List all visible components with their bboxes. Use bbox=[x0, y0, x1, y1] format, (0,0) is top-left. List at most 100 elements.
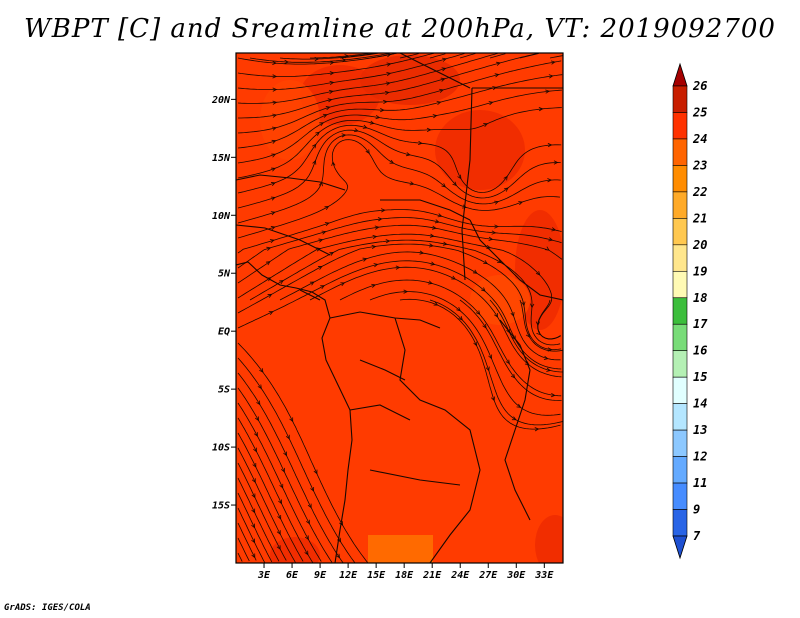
streamline-arrow bbox=[503, 187, 509, 192]
streamline-arrow bbox=[530, 303, 535, 309]
streamline bbox=[237, 89, 562, 164]
streamline-arrow bbox=[335, 553, 341, 559]
colorbar-swatch bbox=[672, 218, 688, 246]
colorbar-swatch bbox=[672, 403, 688, 431]
streamline-arrow bbox=[257, 384, 262, 390]
lat-tick-label: 15S bbox=[212, 501, 230, 512]
streamline-arrow bbox=[353, 128, 359, 133]
streamline-arrow bbox=[486, 244, 492, 250]
streamline bbox=[429, 53, 446, 59]
map-title: WBPT [C] and Sreamline at 200hPa, VT: 20… bbox=[24, 14, 776, 44]
streamline-arrow bbox=[483, 123, 489, 127]
streamline-arrow bbox=[309, 281, 315, 286]
streamline-arrow bbox=[374, 225, 380, 230]
lat-tick-label: 10S bbox=[212, 443, 230, 454]
streamline-arrow bbox=[473, 341, 478, 347]
streamline-arrow bbox=[319, 122, 325, 127]
streamline-arrow bbox=[544, 246, 550, 251]
colorbar-swatch bbox=[672, 165, 688, 193]
streamline bbox=[237, 107, 562, 179]
colorbar-label: 18 bbox=[693, 291, 707, 305]
streamline-arrow bbox=[325, 106, 331, 111]
wbpt-contour-patch bbox=[435, 110, 525, 190]
streamline bbox=[237, 537, 250, 562]
streamline-arrow bbox=[491, 230, 497, 235]
streamline-arrow bbox=[279, 483, 284, 489]
streamline-arrow bbox=[255, 416, 259, 422]
streamline-arrow bbox=[371, 244, 377, 249]
streamline-arrow bbox=[277, 514, 282, 520]
streamline-arrow bbox=[440, 77, 446, 82]
streamline-arrow bbox=[266, 246, 272, 251]
colorbar-swatch bbox=[672, 138, 688, 166]
streamline bbox=[237, 357, 356, 563]
streamline bbox=[237, 477, 280, 562]
streamline-arrow bbox=[251, 493, 256, 499]
streamline-arrow bbox=[389, 159, 395, 164]
streamline-arrow bbox=[511, 416, 517, 421]
streamline bbox=[237, 507, 266, 563]
streamline bbox=[429, 299, 563, 426]
streamline-arrow bbox=[550, 393, 556, 398]
streamline-arrow bbox=[431, 225, 437, 230]
streamline-arrow bbox=[534, 427, 540, 432]
streamline-arrow bbox=[324, 205, 330, 211]
streamline bbox=[237, 417, 314, 563]
streamline bbox=[237, 134, 561, 224]
longitude-axis: 3E 6E 9E 12E 15E 18E 21E 24E 27E 30E 33E bbox=[257, 563, 554, 581]
lon-tick-label: 3E bbox=[257, 570, 271, 581]
streamline-arrow bbox=[496, 259, 502, 264]
colorbar-swatch bbox=[672, 350, 688, 378]
streamline-arrow bbox=[494, 312, 499, 318]
streamline-arrow bbox=[329, 80, 335, 86]
streamline-arrow bbox=[318, 238, 324, 243]
streamline-arrow bbox=[339, 521, 344, 526]
streamline-arrow bbox=[536, 330, 541, 336]
streamline-arrow bbox=[304, 535, 309, 541]
streamline-arrow bbox=[505, 359, 510, 365]
streamline-arrow bbox=[436, 100, 442, 106]
streamline-arrow bbox=[485, 366, 490, 372]
streamline-arrow bbox=[253, 447, 257, 453]
streamline-arrow bbox=[510, 311, 515, 317]
streamline-arrow bbox=[409, 181, 415, 186]
streamline bbox=[237, 60, 562, 134]
streamline-arrow bbox=[328, 89, 334, 95]
colorbar-label: 19 bbox=[693, 264, 707, 278]
streamline-arrow bbox=[270, 196, 276, 201]
streamline-arrow bbox=[524, 361, 530, 366]
streamline-arrow bbox=[382, 99, 388, 105]
streamline bbox=[237, 74, 563, 149]
streamline-arrow bbox=[371, 283, 377, 288]
colorbar-swatch bbox=[672, 376, 688, 404]
streamline-arrow bbox=[283, 451, 287, 457]
wbpt-contour-patch bbox=[470, 275, 530, 325]
streamline bbox=[237, 387, 333, 563]
streamline-arrow bbox=[318, 181, 323, 187]
streamline-arrow bbox=[317, 266, 323, 270]
streamline-arrow bbox=[341, 58, 347, 63]
streamline-arrow bbox=[546, 367, 552, 372]
streamline-arrow bbox=[458, 316, 463, 321]
map-frame bbox=[235, 52, 564, 564]
streamline-arrow bbox=[271, 167, 276, 172]
streamline-arrow bbox=[503, 175, 508, 181]
colorbar-label: 11 bbox=[693, 476, 707, 490]
wbpt-warm-patch bbox=[368, 535, 433, 563]
lon-tick-label: 33E bbox=[534, 570, 554, 581]
streamline-arrow bbox=[506, 328, 511, 334]
streamline-arrow bbox=[452, 181, 458, 187]
lat-tick-label: EQ bbox=[218, 327, 230, 338]
streamline-arrow bbox=[278, 499, 282, 505]
streamline-arrow bbox=[270, 211, 276, 216]
streamline-arrow bbox=[482, 323, 487, 329]
streamline-arrow bbox=[259, 368, 264, 373]
streamline-arrow bbox=[548, 237, 554, 242]
streamline-arrow bbox=[550, 60, 556, 65]
streamline bbox=[339, 53, 379, 59]
streamline-arrow bbox=[494, 73, 500, 78]
streamline-arrow bbox=[451, 275, 457, 280]
streamline-arrow bbox=[518, 201, 524, 206]
streamline bbox=[237, 209, 562, 254]
colorbar-swatch bbox=[672, 191, 688, 219]
